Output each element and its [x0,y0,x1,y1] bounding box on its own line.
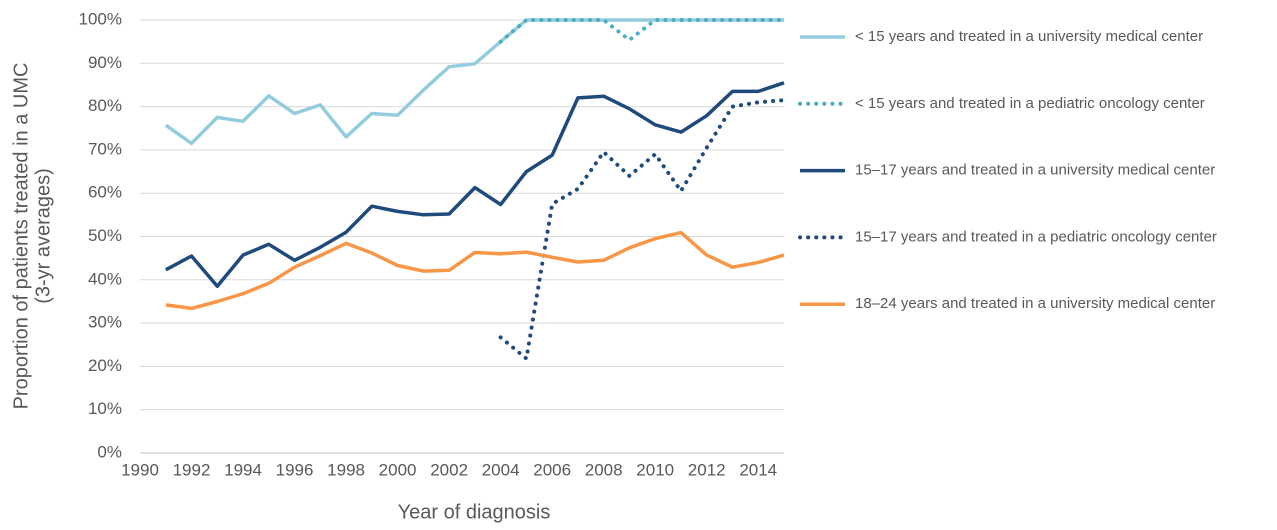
legend-label: 18–24 years and treated in a university … [855,295,1215,312]
x-tick-label: 1994 [224,460,262,479]
y-tick-label: 20% [88,356,122,375]
y-axis-title: Proportion of patients treated in a UMC … [10,63,54,410]
x-axis-title: Year of diagnosis [398,501,551,523]
x-tick-label: 2006 [533,460,571,479]
y-axis-title-line: (3-yr averages) [32,168,54,304]
series-line [498,98,786,361]
legend-label: < 15 years and treated in a pediatric on… [855,95,1205,112]
y-tick-label: 70% [88,139,122,158]
y-tick-label: 80% [88,96,122,115]
legend-label: 15–17 years and treated in a pediatric o… [855,228,1217,245]
y-tick-label: 0% [97,442,122,461]
legend-label: < 15 years and treated in a university m… [855,28,1203,45]
y-tick-label: 10% [88,399,122,418]
x-tick-label: 2000 [379,460,417,479]
x-tick-label: 1998 [327,460,365,479]
x-tick-label: 1990 [121,460,159,479]
series-line [165,230,785,311]
y-tick-label: 60% [88,183,122,202]
x-tick-label: 2004 [482,460,520,479]
x-tick-label: 1996 [276,460,314,479]
y-tick-label: 100% [79,9,122,28]
y-tick-label: 30% [88,313,122,332]
series-line [164,81,785,289]
x-tick-label: 2008 [585,460,623,479]
x-tick-label: 2012 [688,460,726,479]
x-tick-label: 2010 [636,460,674,479]
y-axis-title-line: Proportion of patients treated in a UMC [10,63,32,410]
y-tick-label: 40% [88,269,122,288]
x-tick-label: 2014 [739,460,777,479]
x-tick-label: 1992 [173,460,211,479]
legend-label: 15–17 years and treated in a university … [855,162,1215,179]
y-tick-label: 90% [88,53,122,72]
y-tick-label: 50% [88,226,122,245]
x-tick-label: 2002 [430,460,468,479]
series-line [498,18,786,44]
